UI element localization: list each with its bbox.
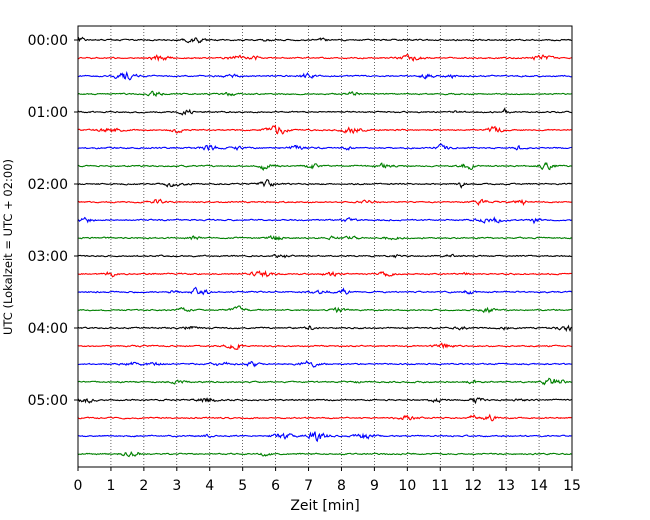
trace-line — [77, 305, 572, 314]
trace-line — [77, 53, 572, 62]
trace-line — [77, 36, 572, 44]
trace-line — [77, 198, 572, 207]
trace-line — [77, 413, 572, 422]
trace-line — [77, 359, 572, 368]
trace-line — [77, 342, 572, 351]
x-tick-label: 5 — [238, 478, 247, 494]
y-ticks: 00:00 01:00 02:00 03:00 04:00 05:00 — [28, 33, 78, 409]
trace-line — [77, 179, 572, 189]
y-tick-label: 04:00 — [28, 321, 68, 337]
x-axis-title: Zeit [min] — [290, 498, 359, 514]
x-tick-label: 12 — [464, 478, 482, 494]
x-tick-label: 11 — [431, 478, 449, 494]
x-tick-label: 15 — [563, 478, 581, 494]
x-tick-label: 1 — [106, 478, 115, 494]
x-tick-label: 10 — [398, 478, 416, 494]
y-tick-label: 01:00 — [28, 105, 68, 121]
trace-line — [77, 90, 572, 98]
trace-lines — [77, 36, 572, 458]
y-tick-label: 03:00 — [28, 249, 68, 265]
trace-line — [77, 431, 572, 443]
y-tick-label: 05:00 — [28, 393, 68, 409]
y-axis-title: UTC (Lokalzeit = UTC + 02:00) — [1, 159, 15, 335]
trace-line — [77, 234, 572, 241]
x-tick-label: 9 — [370, 478, 379, 494]
x-tick-label: 0 — [74, 478, 83, 494]
trace-line — [77, 253, 572, 259]
trace-line — [77, 216, 572, 225]
trace-line — [77, 124, 572, 135]
x-tick-label: 13 — [497, 478, 515, 494]
trace-line — [77, 286, 572, 296]
x-tick-label: 3 — [172, 478, 181, 494]
trace-line — [77, 70, 572, 81]
trace-line — [77, 324, 572, 333]
x-tick-label: 6 — [271, 478, 280, 494]
trace-line — [77, 269, 572, 278]
trace-line — [77, 107, 572, 116]
trace-line — [77, 377, 572, 386]
trace-line — [77, 143, 572, 152]
trace-line — [77, 450, 572, 458]
x-tick-label: 14 — [530, 478, 548, 494]
x-tick-label: 8 — [337, 478, 346, 494]
x-ticks: 0 1 2 3 4 5 6 7 8 9 10 11 12 13 14 15 — [74, 467, 581, 494]
plot-frame — [77, 25, 573, 468]
trace-line — [77, 162, 572, 171]
x-tick-label: 2 — [139, 478, 148, 494]
x-tick-label: 4 — [205, 478, 214, 494]
y-tick-label: 02:00 — [28, 177, 68, 193]
y-tick-label: 00:00 — [28, 33, 68, 49]
trace-line — [77, 397, 572, 405]
x-tick-label: 7 — [304, 478, 313, 494]
